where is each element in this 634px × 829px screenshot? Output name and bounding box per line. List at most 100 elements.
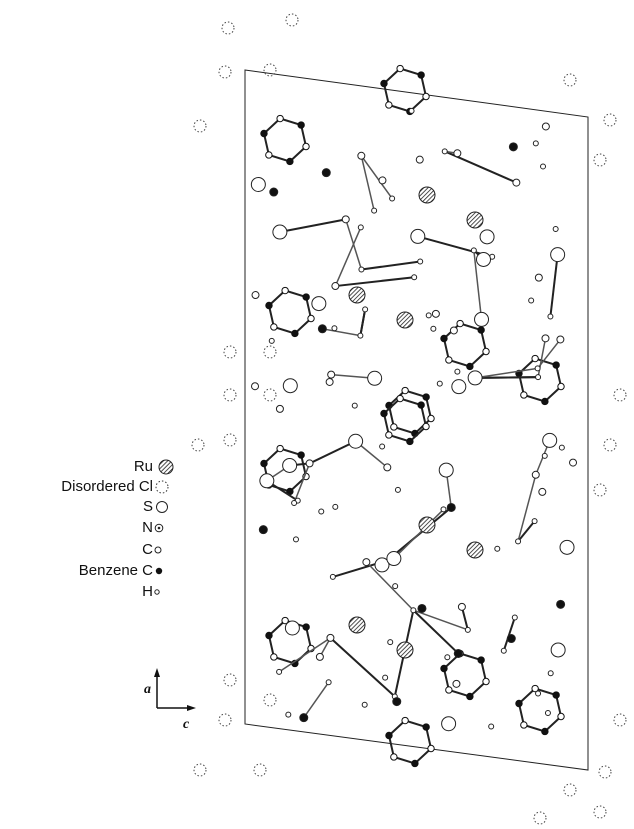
legend: Ru Disordered Cl S N C Benzene C H bbox=[61, 458, 173, 600]
benzene-c bbox=[467, 363, 473, 369]
legend-symbol bbox=[158, 527, 161, 530]
atom bbox=[363, 307, 368, 312]
atom bbox=[379, 177, 386, 184]
benzene-c bbox=[467, 693, 473, 699]
atom bbox=[358, 333, 363, 338]
benzene-c bbox=[428, 415, 434, 421]
bond bbox=[304, 682, 329, 717]
atom bbox=[306, 460, 313, 467]
ru-atom bbox=[397, 642, 413, 658]
s-atom bbox=[468, 371, 482, 385]
s-atom bbox=[477, 252, 491, 266]
ru-atom bbox=[349, 617, 365, 633]
atom bbox=[300, 714, 308, 722]
atom bbox=[454, 150, 461, 157]
benzene-c bbox=[391, 424, 397, 430]
benzene-c bbox=[282, 287, 288, 293]
atom bbox=[327, 634, 334, 641]
atom bbox=[252, 383, 259, 390]
benzene-c bbox=[428, 745, 434, 751]
benzene-c bbox=[381, 80, 387, 86]
bond bbox=[366, 562, 413, 610]
benzene-c bbox=[402, 717, 408, 723]
disordered-cl bbox=[534, 812, 546, 824]
bond bbox=[394, 509, 444, 558]
s-atom bbox=[285, 621, 299, 635]
atom bbox=[536, 375, 541, 380]
s-atom bbox=[439, 463, 453, 477]
benzene-c bbox=[298, 122, 304, 128]
benzene-c bbox=[418, 402, 424, 408]
disordered-cl bbox=[614, 389, 626, 401]
legend-label: C bbox=[142, 541, 153, 558]
benzene-c bbox=[287, 158, 293, 164]
atom bbox=[411, 608, 416, 613]
benzene-c bbox=[542, 398, 548, 404]
atom bbox=[516, 539, 521, 544]
benzene-c bbox=[261, 130, 267, 136]
benzene-c bbox=[266, 302, 272, 308]
benzene-c bbox=[303, 143, 309, 149]
benzene-c bbox=[391, 754, 397, 760]
bond bbox=[413, 610, 467, 630]
disordered-cl bbox=[224, 389, 236, 401]
atom bbox=[553, 227, 558, 232]
atom bbox=[418, 259, 423, 264]
disordered-cl bbox=[264, 346, 276, 358]
bond bbox=[335, 277, 414, 286]
benzene-c bbox=[308, 315, 314, 321]
atom bbox=[416, 156, 423, 163]
benzene-c bbox=[397, 65, 403, 71]
bond bbox=[330, 638, 394, 697]
atom bbox=[501, 648, 506, 653]
atom bbox=[548, 671, 553, 676]
atom bbox=[450, 327, 457, 334]
disordered-cl bbox=[224, 674, 236, 686]
benzene-c bbox=[397, 395, 403, 401]
atom bbox=[395, 487, 400, 492]
disordered-cl bbox=[564, 74, 576, 86]
atom bbox=[455, 369, 460, 374]
legend-symbol bbox=[155, 590, 159, 594]
atom bbox=[545, 711, 550, 716]
atom bbox=[557, 336, 564, 343]
disordered-cl bbox=[564, 784, 576, 796]
atom bbox=[286, 712, 291, 717]
disordered-cl bbox=[604, 439, 616, 451]
s-atom bbox=[260, 474, 274, 488]
axis-label: a bbox=[144, 682, 151, 697]
benzene-c bbox=[542, 728, 548, 734]
atom bbox=[431, 326, 436, 331]
s-atom bbox=[411, 229, 425, 243]
legend-label: Disordered Cl bbox=[61, 478, 153, 495]
benzene-c bbox=[303, 624, 309, 630]
atom bbox=[447, 503, 455, 511]
atom bbox=[332, 326, 337, 331]
benzene-c bbox=[303, 294, 309, 300]
disordered-cl bbox=[264, 694, 276, 706]
disordered-cl bbox=[224, 346, 236, 358]
legend-symbol bbox=[155, 547, 161, 553]
atom bbox=[319, 509, 324, 514]
benzene-c bbox=[292, 330, 298, 336]
disordered-cl bbox=[219, 714, 231, 726]
atom bbox=[539, 488, 546, 495]
bond bbox=[294, 463, 309, 503]
ru-atom bbox=[419, 187, 435, 203]
atom bbox=[437, 381, 442, 386]
atom bbox=[532, 471, 539, 478]
s-atom bbox=[273, 225, 287, 239]
ru-atom bbox=[419, 517, 435, 533]
atom bbox=[330, 574, 335, 579]
axis-label: c bbox=[183, 717, 190, 732]
atom bbox=[252, 292, 259, 299]
disordered-cl bbox=[224, 434, 236, 446]
benzene-c bbox=[521, 722, 527, 728]
atom bbox=[409, 108, 414, 113]
atom bbox=[322, 169, 330, 177]
atom bbox=[458, 603, 465, 610]
bond bbox=[361, 261, 420, 269]
benzene-c bbox=[553, 362, 559, 368]
ru-atom bbox=[467, 212, 483, 228]
atom bbox=[489, 724, 494, 729]
